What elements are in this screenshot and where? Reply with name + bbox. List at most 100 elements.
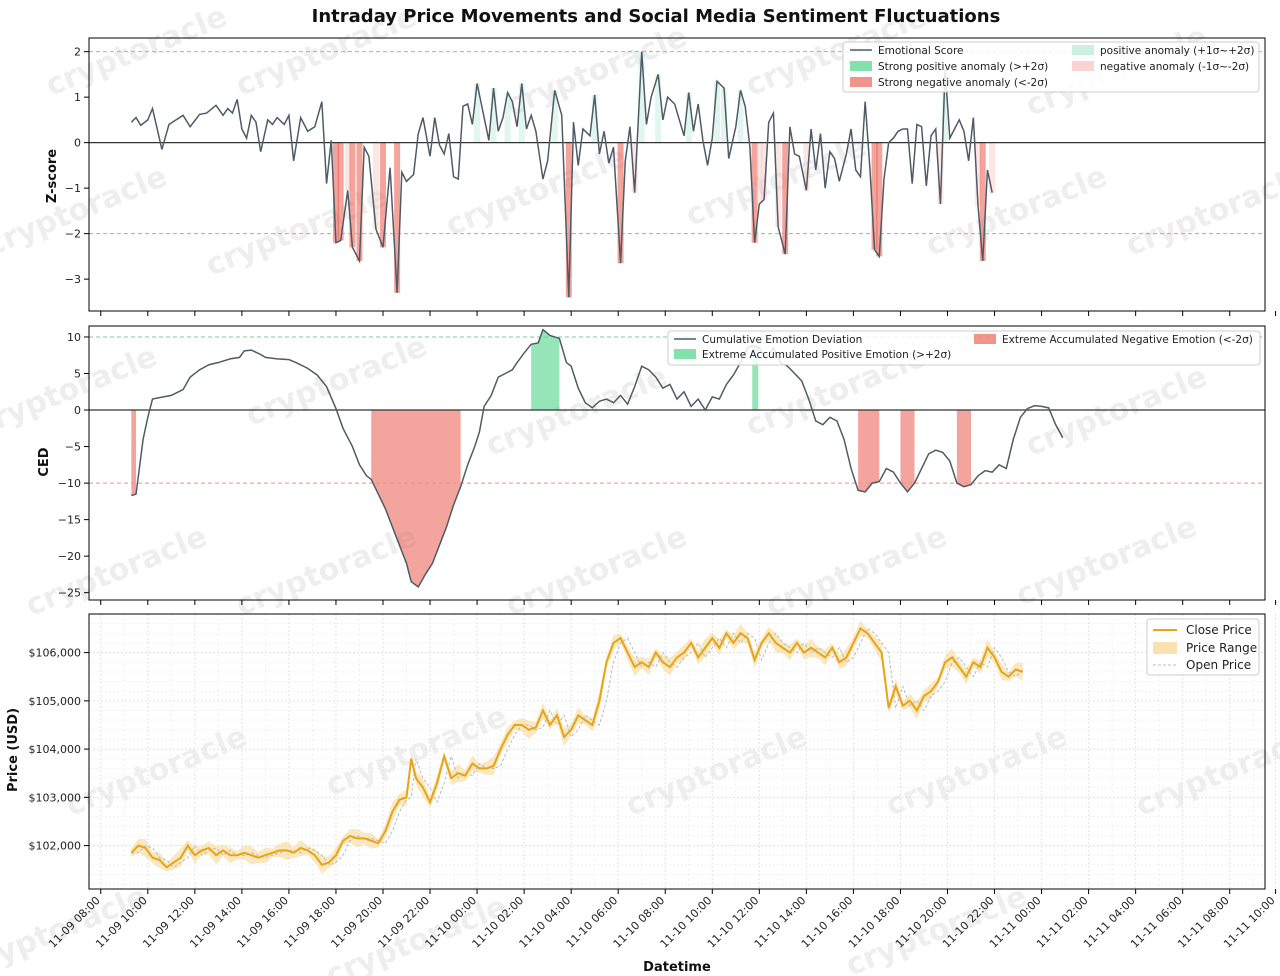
y-tick-label: −15	[58, 514, 81, 527]
extreme-negative-emotion-area	[900, 410, 915, 492]
legend-label: Extreme Accumulated Negative Emotion (<-…	[1002, 334, 1253, 346]
strong-negative-anomaly-bar	[394, 142, 401, 293]
y-tick-label: 5	[74, 367, 81, 380]
x-axis-label: Datetime	[643, 960, 711, 975]
negative-anomaly-bar	[761, 142, 768, 200]
y-tick-label: −3	[65, 273, 81, 286]
positive-anomaly-bar	[518, 83, 525, 143]
strong-negative-anomaly-bar	[876, 142, 883, 257]
positive-anomaly-bar	[737, 90, 744, 143]
legend-box	[667, 330, 1261, 366]
watermark-text: cryptoracle	[231, 519, 422, 623]
ced-legend: Cumulative Emotion Deviation Extreme Accu…	[667, 330, 1261, 366]
legend-box	[1146, 618, 1260, 676]
legend-label: Price Range	[1186, 641, 1257, 655]
y-tick-label: 1	[74, 91, 81, 104]
y-tick-label: −10	[58, 477, 81, 490]
positive-anomaly-bar	[713, 81, 720, 143]
legend-patch-swatch	[850, 61, 872, 71]
negative-anomaly-bar	[372, 142, 379, 230]
strong-negative-anomaly-bar	[782, 142, 789, 255]
extreme-negative-emotion-area	[858, 410, 880, 492]
watermark-text: cryptoracle	[881, 719, 1072, 823]
legend-patch-swatch	[1072, 61, 1094, 71]
open-price-line	[131, 627, 1024, 868]
plot-frame	[88, 613, 1266, 890]
watermark-text: cryptoracle	[1121, 159, 1280, 263]
positive-anomaly-bar	[638, 51, 645, 143]
negative-anomaly-bar	[975, 142, 982, 207]
watermark-text: cryptoracle	[201, 179, 392, 283]
close-price-line	[130, 626, 1024, 869]
y-tick-label: 2	[74, 46, 81, 59]
extreme-negative-emotion-area	[131, 410, 137, 496]
legend-label: Cumulative Emotion Deviation	[702, 334, 862, 346]
strong-negative-anomaly-bar	[979, 142, 986, 261]
negative-anomaly-bar	[631, 142, 638, 193]
strong-negative-anomaly-bar	[565, 142, 572, 298]
positive-anomaly-bar	[551, 90, 558, 143]
negative-anomaly-bar	[937, 142, 944, 205]
legend-box	[842, 41, 1260, 93]
positive-anomaly-bar	[591, 94, 598, 143]
watermark-text: cryptoracle	[1011, 509, 1202, 613]
legend-label: Close Price	[1186, 623, 1252, 637]
legend-patch-swatch	[974, 334, 996, 344]
legend-patch-swatch	[1153, 642, 1177, 654]
ced-line	[131, 328, 1064, 588]
ced-ylabel: CED	[37, 447, 52, 476]
legend-label: Strong negative anomaly (<-2σ)	[878, 77, 1048, 89]
negative-anomaly-bar	[344, 142, 351, 191]
extreme-negative-emotion-area	[956, 410, 971, 487]
legend-patch-swatch	[674, 349, 696, 359]
negative-anomaly-bar	[803, 142, 810, 191]
positive-anomaly-bar	[504, 92, 511, 143]
strong-negative-anomaly-bar	[356, 142, 363, 261]
y-tick-label: −5	[65, 441, 81, 454]
price-ylabel: Price (USD)	[6, 708, 21, 792]
y-tick-label: $106,000	[29, 647, 82, 660]
strong-negative-anomaly-bar	[380, 142, 386, 248]
watermark-text: cryptoracle	[61, 719, 252, 823]
zscore-legend: Emotional Score Strong positive anomaly (…	[842, 41, 1260, 93]
emotional-score-line	[130, 51, 993, 298]
strong-negative-anomaly-bar	[751, 142, 758, 243]
watermark-text: cryptoracle	[621, 719, 812, 823]
zscore-ylabel: Z-score	[45, 149, 60, 203]
chart-title: Intraday Price Movements and Social Medi…	[312, 6, 1001, 27]
y-tick-label: −1	[65, 182, 81, 195]
strong-negative-anomaly-bar	[617, 142, 624, 264]
y-tick-label: 10	[67, 331, 81, 344]
strong-negative-anomaly-bar	[332, 142, 339, 243]
y-tick-label: 0	[74, 137, 81, 150]
price-range-band	[131, 620, 1023, 875]
strong-negative-anomaly-bar	[871, 142, 878, 250]
watermark-text: cryptoracle	[21, 519, 212, 623]
plot-frame	[88, 37, 1266, 312]
legend-patch-swatch	[1072, 45, 1094, 55]
watermark-text: cryptoracle	[921, 159, 1112, 263]
positive-anomaly-bar	[655, 74, 662, 143]
negative-anomaly-bar	[756, 142, 763, 205]
watermark-text: cryptoracle	[761, 519, 952, 623]
plot-frame	[88, 325, 1266, 601]
watermark-text: cryptoracle	[481, 359, 672, 463]
positive-anomaly-bar	[942, 69, 949, 143]
zscore-panel: 2 1 0 −1 −2 −3 Emotional Score Strong positive …	[65, 37, 1277, 316]
legend-patch-swatch	[850, 77, 872, 87]
extreme-negative-emotion-area	[371, 410, 461, 587]
strong-negative-anomaly-bar	[337, 142, 344, 241]
y-tick-label: $104,000	[29, 743, 82, 756]
positive-anomaly-bar	[721, 88, 728, 143]
price-legend: Close Price Price Range Open Price	[1146, 618, 1260, 676]
watermark-text: cryptoracle	[501, 519, 692, 623]
legend-label: positive anomaly (+1σ~+2σ)	[1100, 45, 1254, 57]
legend-label: Extreme Accumulated Positive Emotion (>+…	[702, 349, 951, 361]
y-tick-label: $103,000	[29, 791, 82, 804]
positive-anomaly-bar	[490, 88, 497, 143]
y-tick-label: $105,000	[29, 695, 82, 708]
y-tick-label: 0	[74, 404, 81, 417]
ced-panel: 10 5 0 −5 −10 −15 −20 −25 Cumulative Emotion Dev…	[58, 325, 1277, 605]
y-tick-label: −25	[58, 587, 81, 600]
